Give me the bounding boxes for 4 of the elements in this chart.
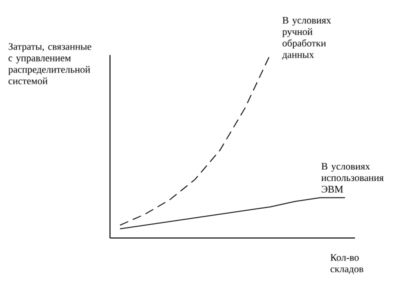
series-label: В условиях ручной обработки данных bbox=[282, 16, 331, 60]
series-label: В условиях использования ЭВМ bbox=[321, 163, 384, 193]
y-axis-title: Затраты, связанные с управлением распределительной системой bbox=[8, 43, 92, 84]
x-axis-title: Кол-во складов bbox=[330, 254, 364, 274]
